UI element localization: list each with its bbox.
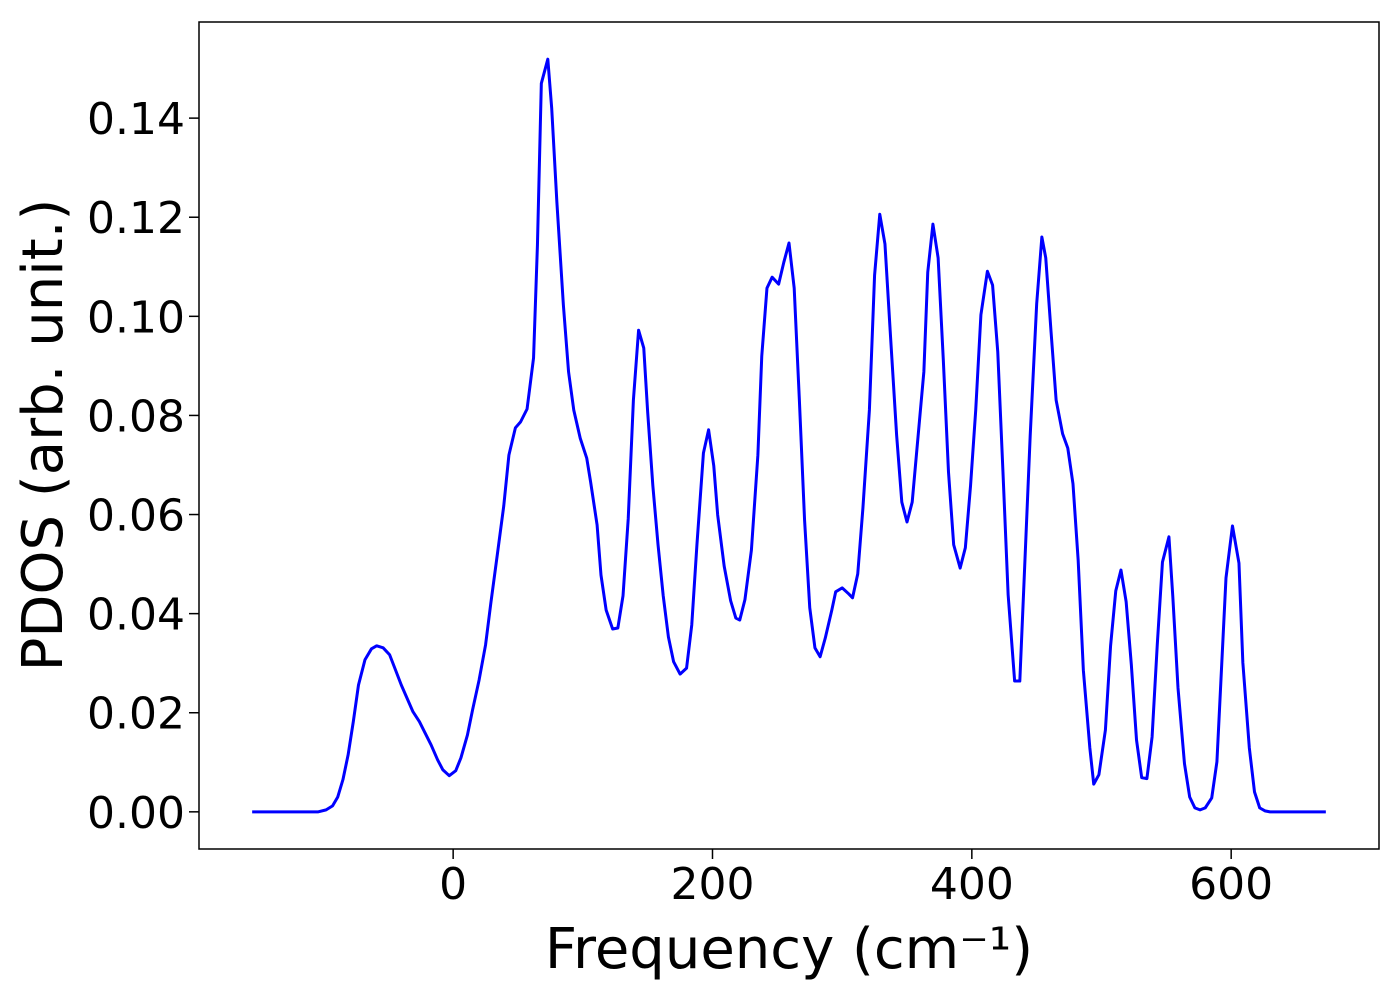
y-tick-label: 0.02: [87, 689, 185, 740]
y-axis-label: PDOS (arb. unit.): [11, 199, 76, 672]
y-tick-label: 0.04: [87, 590, 185, 641]
x-tick-label: 600: [1189, 859, 1273, 910]
x-tick-label: 200: [671, 859, 755, 910]
y-tick-label: 0.14: [87, 94, 185, 145]
y-tick-label: 0.00: [87, 788, 185, 839]
y-tick-label: 0.06: [87, 491, 185, 542]
x-tick-label: 0: [439, 859, 467, 910]
plot-frame: [198, 21, 1380, 850]
pdos-line: [252, 57, 1326, 814]
y-tick-label: 0.10: [87, 292, 185, 343]
x-tick-label: 400: [930, 859, 1014, 910]
x-axis-label: Frequency (cm⁻¹): [545, 917, 1033, 982]
y-tick-label: 0.12: [87, 193, 185, 244]
y-tick-label: 0.08: [87, 391, 185, 442]
